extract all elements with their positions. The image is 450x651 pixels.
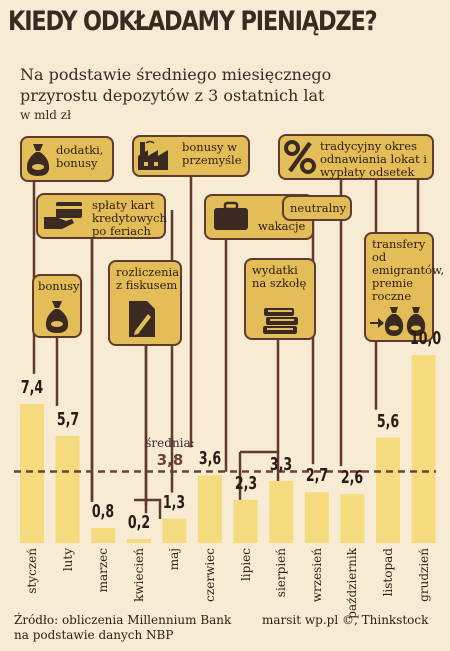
annotation-dec-transfers-text: transfery od emigrantów, premie roczne: [372, 237, 445, 303]
credit-note: marsit wp.pl ©, Thinkstock: [262, 613, 429, 627]
source-note: Źródło: obliczenia Millennium Bank na po…: [14, 613, 231, 643]
value-label-listopad: 5,6: [376, 410, 400, 432]
value-label-sierpień: 3,3: [270, 453, 293, 475]
bar-czerwiec: [198, 475, 222, 543]
value-label-kwiecień: 0,2: [127, 512, 150, 534]
percent-icon: [284, 140, 316, 174]
unit-label: w mld zł: [20, 108, 72, 122]
annotation-oct-deposits-text: tradycyjny okres odnawiania lokat i wypł…: [320, 139, 427, 179]
connector-line: [240, 450, 280, 484]
books-icon: [263, 308, 298, 334]
annotation-feb-bonus-text: bonusy: [38, 279, 80, 293]
month-label-sierpień: sierpień: [274, 548, 289, 598]
annotation-oct-neutral-text: neutralny: [290, 201, 347, 215]
average-value: 3,8: [156, 451, 184, 469]
factory-icon: [138, 140, 168, 170]
money-bag-icon: [26, 144, 50, 176]
value-label-wrzesień: 2,7: [305, 465, 328, 487]
bar-kwiecień: [126, 539, 151, 543]
month-label-listopad: listopad: [381, 548, 395, 597]
bar-sierpień: [269, 480, 294, 543]
annotation-dec-transfers: transfery od emigrantów, premie roczne: [364, 232, 445, 342]
month-label-styczeń: styczeń: [25, 548, 39, 594]
bar-styczeń: [20, 403, 44, 543]
value-label-luty: 5,7: [56, 408, 79, 430]
value-label-grudzień: 10,0: [409, 328, 441, 349]
month-label-luty: luty: [60, 548, 75, 572]
source-line-2: na podstawie danych NBP: [14, 628, 174, 642]
bar-marzec: [91, 527, 116, 543]
annotation-aug-school-text: wydatki na szkołę: [252, 263, 307, 290]
document-pencil-icon: [129, 301, 155, 337]
bar-lipiec: [233, 499, 258, 543]
chart-subtitle: Na podstawie średniego miesięcznego przy…: [20, 65, 332, 105]
annotation-jun-industry-text: bonusy w przemyśle: [182, 140, 242, 167]
annotation-jan-bonus-text: dodatki, bonusy: [56, 143, 104, 170]
connector-line: [134, 498, 162, 519]
bar-listopad: [376, 437, 400, 543]
month-label-lipiec: lipiec: [238, 548, 253, 582]
chart-title: KIEDY ODKŁADAMY PIENIĄDZE?: [8, 6, 378, 37]
annotation-jul-holidays-text: wakacje: [258, 219, 306, 233]
suitcase-icon: [214, 201, 248, 230]
month-label-grudzień: grudzień: [416, 548, 431, 602]
month-label-maj: maj: [167, 548, 182, 571]
value-label-październik: 2,6: [341, 467, 364, 489]
annotation-apr-tax-text: rozliczenia z fiskusem: [116, 265, 180, 292]
source-line-1: Źródło: obliczenia Millennium Bank: [14, 613, 232, 627]
bar-październik: [340, 494, 365, 543]
annotation-oct-deposits: tradycyjny okres odnawiania lokat i wypł…: [278, 134, 434, 180]
month-label-czerwiec: czerwiec: [203, 548, 217, 602]
money-bag-icon: [45, 301, 69, 333]
annotation-feb-cards-text: spłaty kart kredytowych po feriach: [92, 198, 167, 238]
value-label-czerwiec: 3,6: [198, 448, 222, 470]
bar-grudzień: [411, 355, 436, 543]
value-label-marzec: 0,8: [92, 500, 115, 522]
bar-wrzesień: [304, 492, 329, 543]
month-label-październik: październik: [345, 548, 360, 619]
annotation-aug-school: wydatki na szkołę: [244, 258, 316, 340]
bar-luty: [55, 435, 80, 543]
month-label-kwiecień: kwiecień: [131, 548, 146, 602]
month-label-wrzesień: wrzesień: [309, 548, 324, 603]
value-label-lipiec: 2,3: [234, 472, 257, 494]
value-label-maj: 1,3: [163, 491, 186, 513]
month-label-marzec: marzec: [96, 548, 111, 593]
average-label: średnia:: [145, 436, 195, 450]
value-label-styczeń: 7,4: [20, 376, 44, 398]
annotation-oct-neutral: neutralny: [282, 195, 352, 221]
bar-maj: [162, 518, 187, 543]
card-hand-icon: [44, 202, 82, 229]
transfer-icon: [370, 307, 426, 336]
